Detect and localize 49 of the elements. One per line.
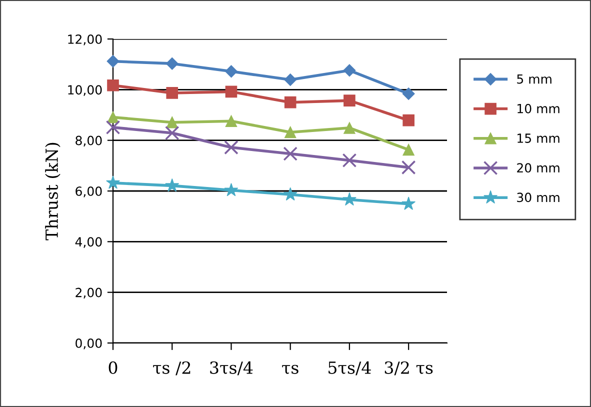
point (401, 160, 416, 175)
point (283, 187, 298, 201)
legend-label: 20 mm (517, 163, 560, 173)
legend-label: 10 mm (518, 104, 560, 114)
point (225, 115, 238, 127)
x-tick-label: 3τs/4 (210, 361, 253, 376)
y-tick-label: 6,00 (76, 186, 102, 198)
y-tick-label: 8,00 (76, 136, 102, 147)
y-axis-title: Thrust (kN) (45, 142, 60, 240)
point (166, 57, 178, 70)
point (342, 153, 357, 168)
point (284, 126, 296, 138)
y-tick-label: 2,00 (76, 288, 102, 299)
point (107, 79, 119, 92)
point (166, 87, 178, 99)
y-tick-label: 4,00 (75, 237, 102, 248)
x-tick-label: 5τs/4 (328, 361, 371, 376)
y-tick-label: 10,00 (68, 85, 102, 96)
legend-label: 30 mm (517, 192, 560, 202)
point (106, 120, 120, 135)
x-tick-label: τs (282, 364, 298, 374)
y-tick-label: 0,00 (76, 338, 102, 350)
point (166, 116, 178, 128)
legend-label: 15 mm (518, 134, 560, 143)
point (402, 144, 414, 156)
point (402, 114, 414, 126)
point (342, 192, 356, 206)
point (225, 86, 238, 98)
y-tick-label: 12,00 (68, 34, 102, 46)
point (343, 64, 356, 77)
point (224, 182, 238, 196)
point (106, 176, 120, 189)
legend-label: 5 mm (517, 74, 552, 84)
x-tick-label: 0 (108, 361, 118, 374)
point (283, 146, 298, 161)
point (344, 94, 356, 106)
point (284, 74, 297, 86)
point (165, 178, 180, 192)
point (224, 140, 238, 155)
point (284, 96, 296, 108)
point (106, 55, 120, 68)
point (107, 111, 119, 124)
point (402, 196, 416, 210)
point (164, 126, 180, 140)
point (402, 87, 415, 100)
point (344, 122, 356, 134)
point (224, 65, 238, 78)
x-tick-label: τs /2 (153, 361, 190, 376)
x-tick-label: 3/2 τs (384, 361, 433, 376)
